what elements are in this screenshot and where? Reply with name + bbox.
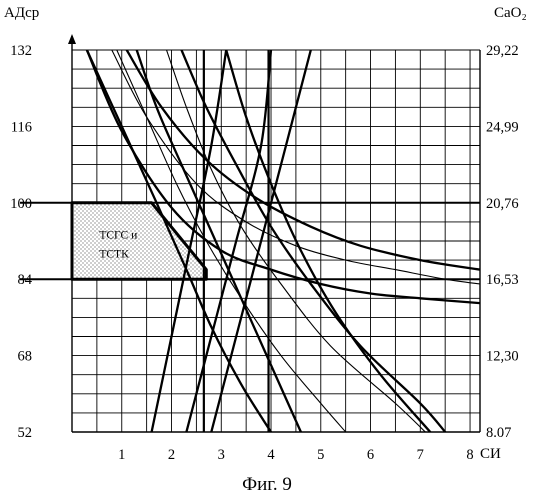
region-label-line2: ТСТК <box>99 249 129 261</box>
x-tick-label: 7 <box>417 447 424 463</box>
left-tick-label: 52 <box>18 425 33 441</box>
left-tick-label: 68 <box>18 349 33 365</box>
right-tick-label: 29,22 <box>486 43 519 59</box>
left-tick-label: 84 <box>18 272 33 288</box>
x-tick-label: 4 <box>267 447 275 463</box>
right-tick-label: 20,76 <box>486 196 519 212</box>
right-tick-label: 8.07 <box>486 425 511 441</box>
x-tick-label: 6 <box>367 447 374 463</box>
x-tick-label: 2 <box>168 447 175 463</box>
x-tick-label: 1 <box>118 447 125 463</box>
right-axis-title: CaO₂ <box>494 5 527 21</box>
figure-caption: Фиг. 9 <box>242 474 292 495</box>
y-axis-arrow <box>68 34 76 44</box>
left-tick-label: 132 <box>10 43 32 59</box>
left-tick-label: 116 <box>11 119 32 135</box>
left-tick-label: 100 <box>10 196 32 212</box>
right-tick-label: 12,30 <box>486 349 519 365</box>
right-tick-label: 16,53 <box>486 272 519 288</box>
x-tick-label: 3 <box>218 447 225 463</box>
left-axis-title: АДср <box>4 5 39 21</box>
x-tick-label: 8 <box>466 447 473 463</box>
right-tick-label: 24,99 <box>486 119 519 135</box>
x-axis-title: СИ <box>480 446 501 462</box>
x-tick-label: 5 <box>317 447 324 463</box>
region-label-line1: ТСГС и <box>99 230 137 242</box>
